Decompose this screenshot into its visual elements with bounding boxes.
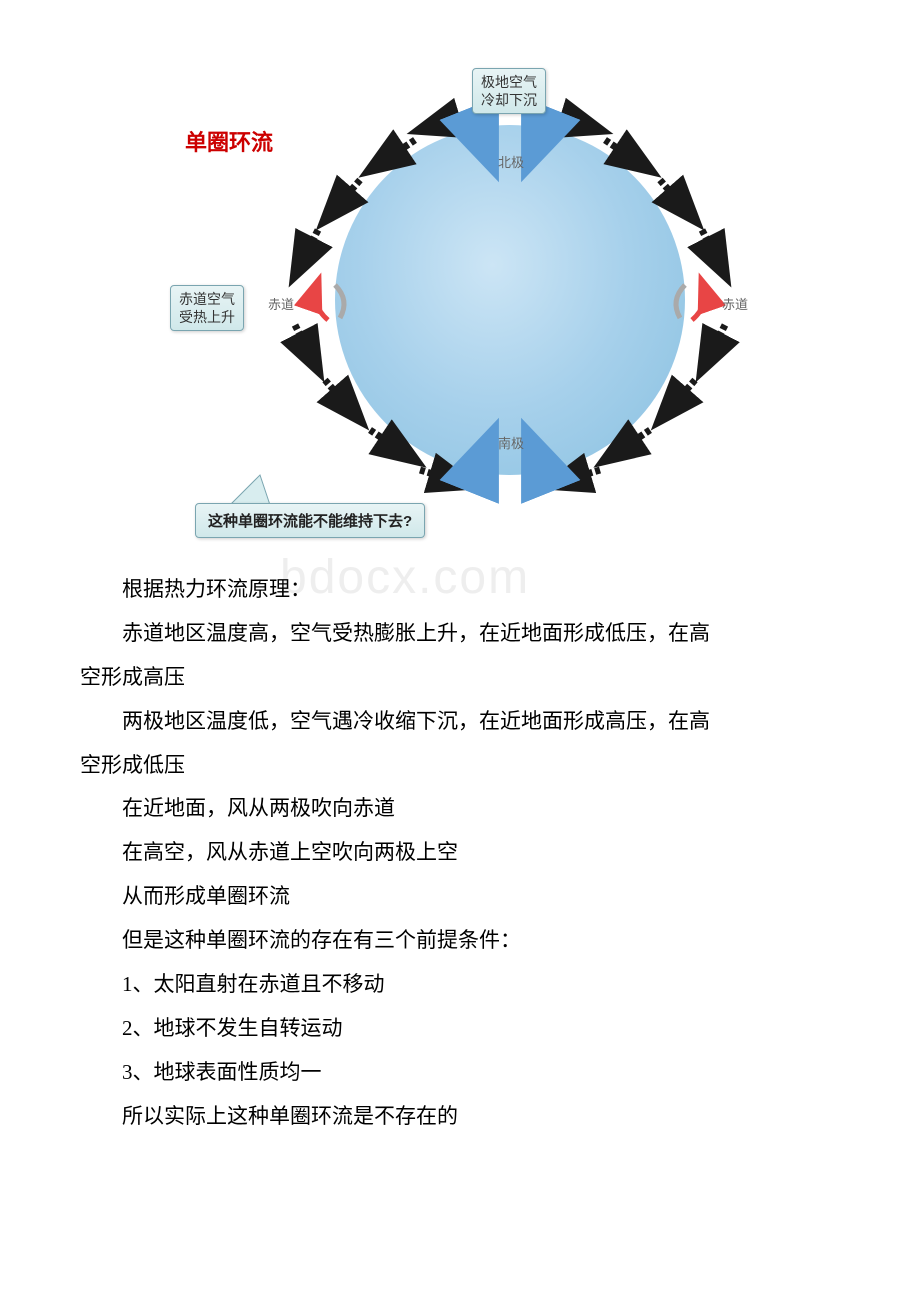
equator-left-label: 赤道 [268,294,294,313]
paragraph-10: 3、地球表面性质均一 [80,1053,840,1093]
paragraph-3: 两极地区温度低，空气遇冷收缩下沉，在近地面形成高压，在高 [80,702,840,742]
left-box-line1: 赤道空气 [179,291,235,307]
paragraph-2: 赤道地区温度高，空气受热膨胀上升，在近地面形成低压，在高 [80,614,840,654]
top-box-line1: 极地空气 [481,74,537,90]
south-pole-label: 南极 [498,433,524,452]
paragraph-6: 从而形成单圈环流 [80,877,840,917]
paragraph-11: 所以实际上这种单圈环流是不存在的 [80,1097,840,1137]
left-box-line2: 受热上升 [179,309,235,325]
paragraph-4: 在近地面，风从两极吹向赤道 [80,789,840,829]
paragraph-3b: 空形成低压 [80,746,840,786]
paragraph-1: 根据热力环流原理： [80,570,840,610]
paragraph-7: 但是这种单圈环流的存在有三个前提条件： [80,921,840,961]
paragraph-9: 2、地球不发生自转运动 [80,1009,840,1049]
circulation-diagram: 单圈环流 [110,60,810,540]
left-label-box: 赤道空气 受热上升 [170,285,244,331]
top-box-line2: 冷却下沉 [481,92,537,108]
diagram-title: 单圈环流 [185,125,273,157]
paragraph-5: 在高空，风从赤道上空吹向两极上空 [80,833,840,873]
paragraph-8: 1、太阳直射在赤道且不移动 [80,965,840,1005]
top-label-box: 极地空气 冷却下沉 [472,68,546,114]
paragraph-2b: 空形成高压 [80,658,840,698]
text-content: 根据热力环流原理： 赤道地区温度高，空气受热膨胀上升，在近地面形成低压，在高 空… [80,570,840,1137]
question-bubble: 这种单圈环流能不能维持下去? [195,503,425,538]
globe [335,125,685,475]
north-pole-label: 北极 [498,152,524,171]
equator-right-label: 赤道 [722,294,748,313]
